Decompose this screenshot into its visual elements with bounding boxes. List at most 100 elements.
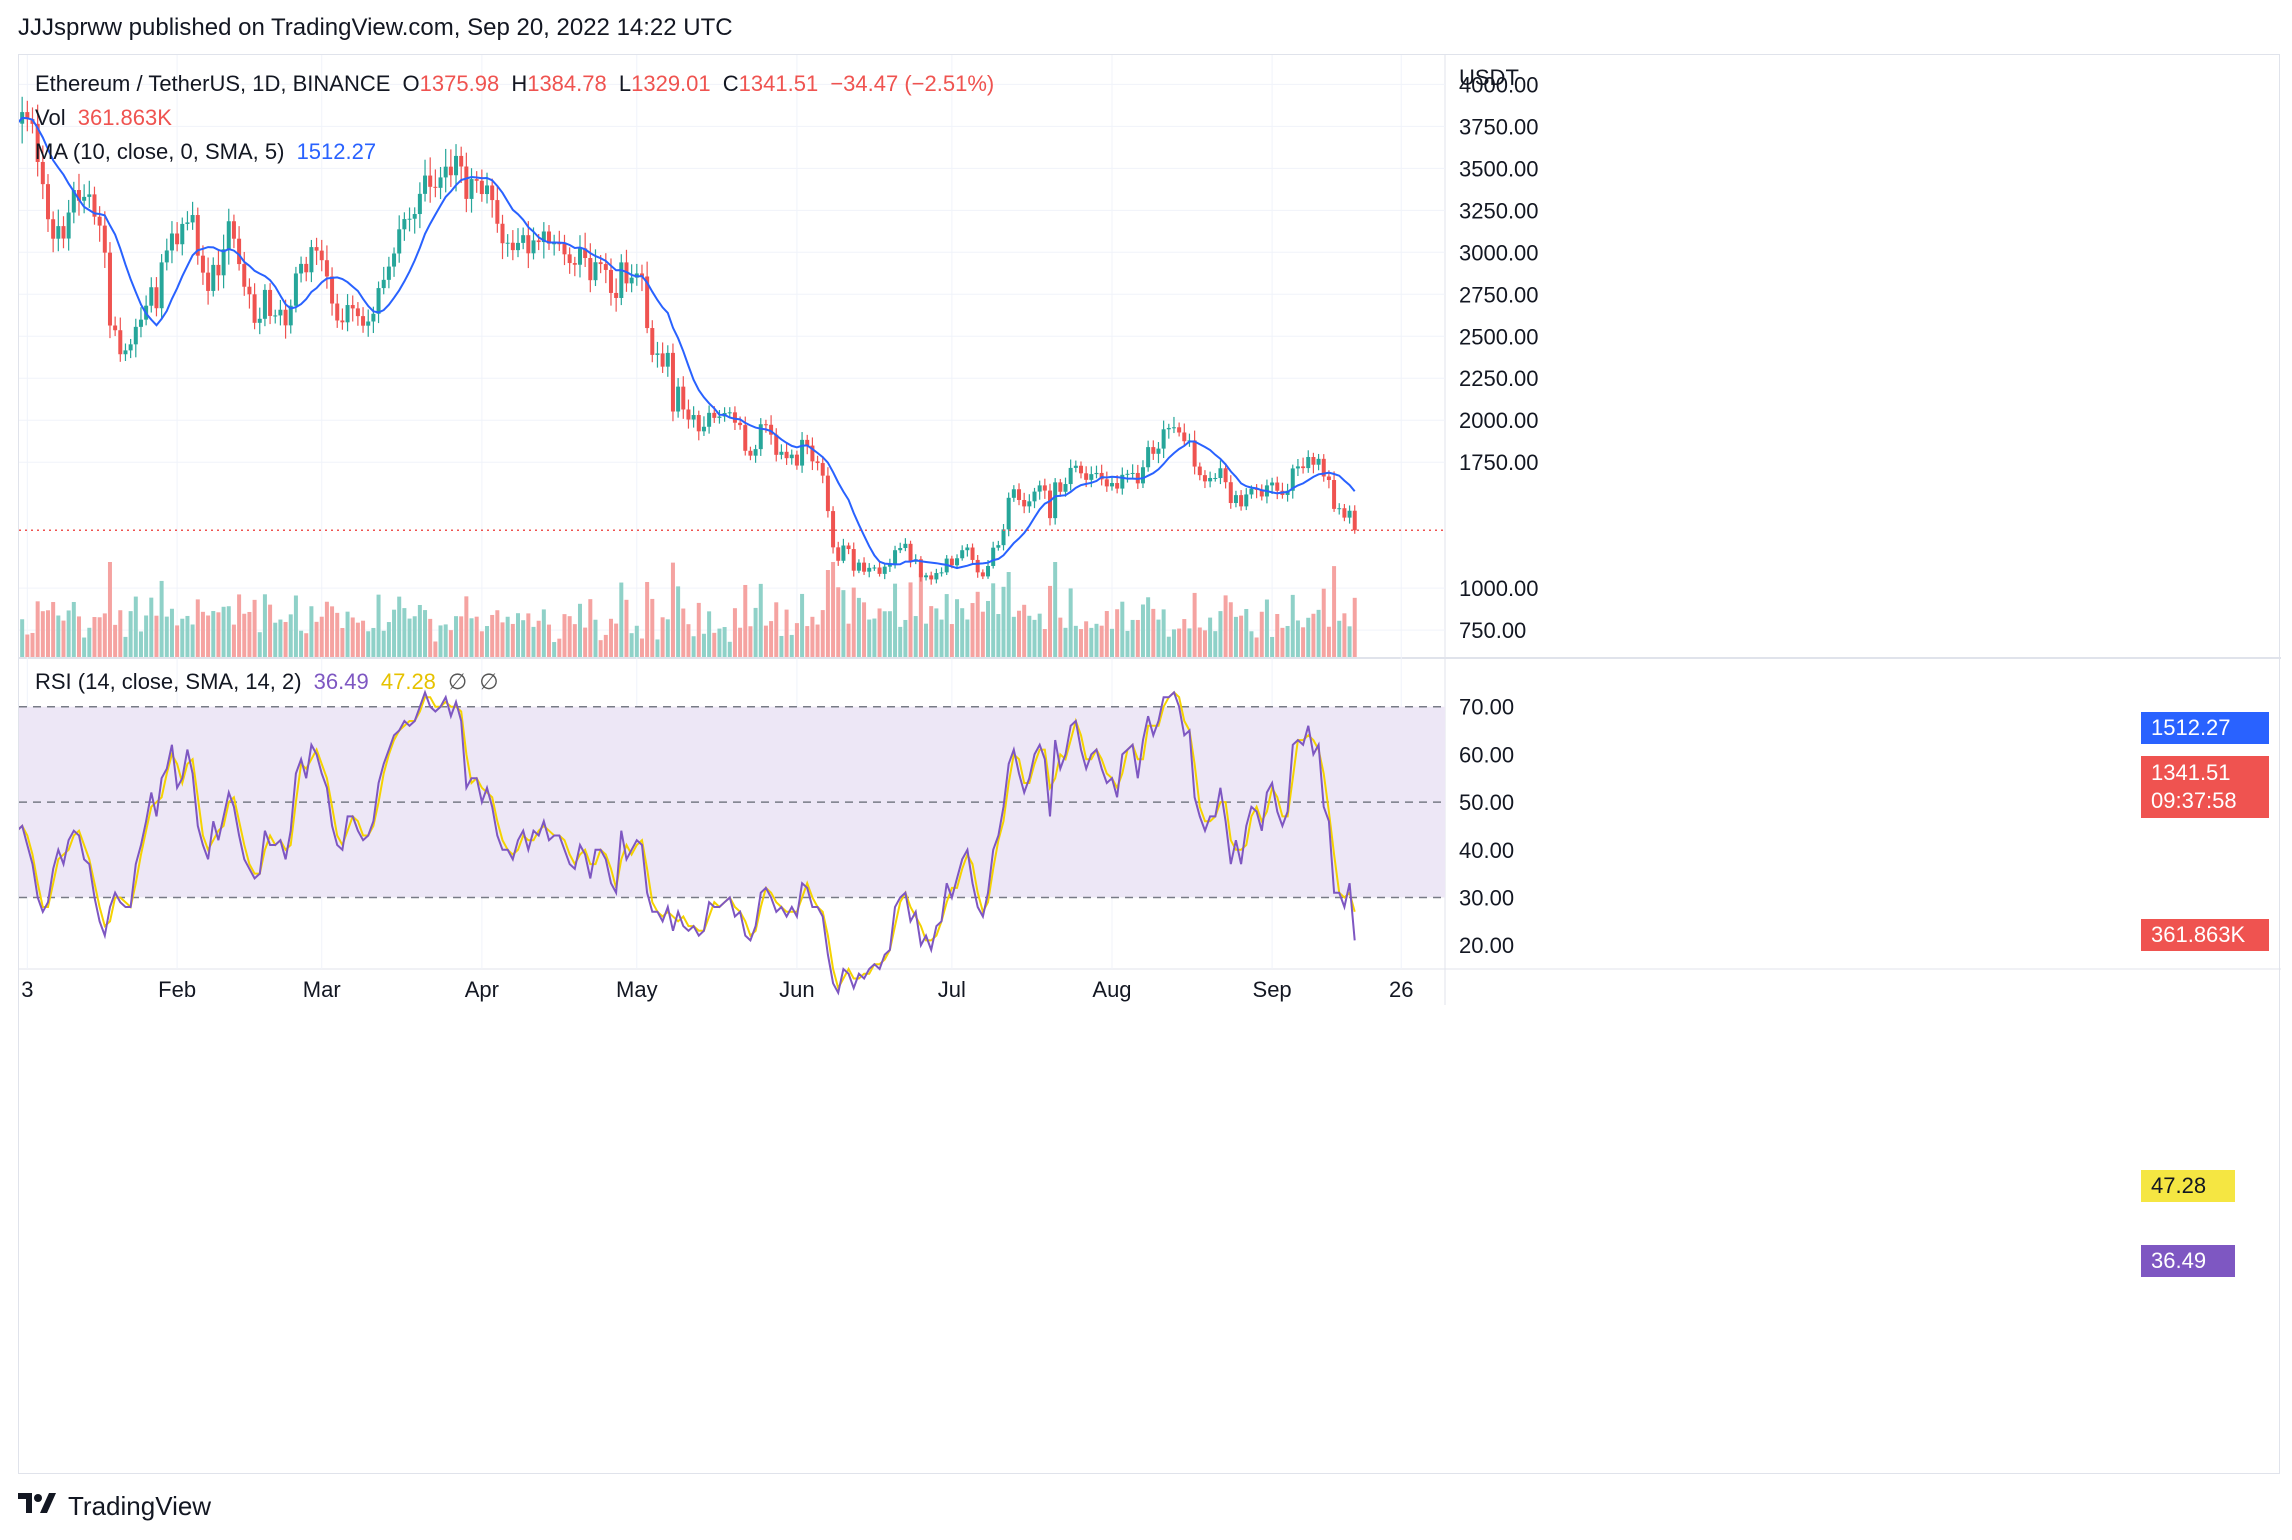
volume-bar (872, 618, 877, 657)
volume-bar (712, 632, 717, 657)
candle-body (872, 567, 877, 569)
candle-body (76, 190, 81, 201)
time-tick-label: Jun (779, 977, 814, 1002)
candle-body (753, 449, 758, 456)
chart-canvas[interactable]: 4000.003750.003500.003250.003000.002750.… (19, 55, 2281, 1475)
volume-bar (392, 609, 397, 657)
volume-bar (1326, 626, 1331, 657)
candle-body (810, 445, 815, 462)
candle-body (1011, 489, 1016, 498)
volume-bar (1223, 595, 1228, 657)
volume-bar (1109, 628, 1114, 657)
candle-body (1316, 458, 1321, 465)
candle-body (216, 264, 221, 276)
volume-bar (1311, 613, 1316, 657)
volume-bar (960, 608, 965, 657)
candle-body (645, 276, 650, 329)
candle-body (1104, 479, 1109, 487)
volume-bar (66, 610, 71, 657)
volume-bar (278, 619, 283, 657)
volume-bar (784, 609, 789, 657)
volume-bar (665, 619, 670, 657)
candle-body (293, 273, 298, 306)
candle-body (123, 350, 128, 355)
candle-body (1259, 489, 1264, 497)
volume-bar (417, 604, 422, 657)
volume-bar (836, 587, 841, 657)
volume-bar (774, 602, 779, 657)
rsi-band (19, 706, 1445, 898)
candle-body (546, 231, 551, 244)
ohlc-legend: Ethereum / TetherUS, 1D, BINANCE O1375.9… (35, 71, 1000, 97)
volume-bar (1290, 594, 1295, 657)
candle-body (521, 235, 526, 243)
candle-body (924, 575, 929, 578)
volume-bar (1115, 609, 1120, 657)
candle-body (1130, 472, 1135, 474)
volume-bar (934, 608, 939, 657)
candle-body (1270, 482, 1275, 486)
volume-bar (345, 611, 350, 657)
volume-bar (1099, 625, 1104, 657)
candle-body (82, 196, 87, 201)
volume-bar (603, 634, 608, 657)
candle-body (960, 550, 965, 559)
candle-body (717, 416, 722, 418)
volume-bar (340, 627, 345, 657)
time-tick-label: Mar (303, 977, 341, 1002)
volume-bar (40, 611, 45, 657)
candle-body (1068, 467, 1073, 485)
volume-bar (102, 613, 107, 657)
candle-body (655, 353, 660, 355)
volume-bar (639, 638, 644, 657)
volume-bar (1213, 631, 1218, 657)
volume-bar (516, 613, 521, 657)
candle-body (366, 321, 371, 326)
volume-bar (1202, 630, 1207, 657)
volume-value: 361.863K (77, 105, 172, 130)
volume-bar (686, 624, 691, 657)
candle-body (908, 543, 913, 562)
volume-bar (123, 636, 128, 657)
candle-body (701, 426, 706, 432)
volume-bar (107, 562, 112, 657)
volume-bar (608, 618, 613, 657)
candle-body (314, 247, 319, 251)
volume-bar (1130, 619, 1135, 657)
candle-body (1078, 465, 1083, 474)
candle-body (800, 439, 805, 466)
volume-bar (76, 616, 81, 657)
volume-bar (1104, 611, 1109, 657)
volume-bar (443, 624, 448, 657)
candle-body (769, 424, 774, 435)
volume-bar (629, 633, 634, 657)
candle-body (443, 166, 448, 178)
candle-body (1027, 501, 1032, 507)
volume-bar (433, 641, 438, 657)
volume-bar (877, 608, 882, 657)
candle-body (898, 548, 903, 551)
volume-bar (691, 636, 696, 657)
candle-body (567, 254, 572, 264)
candle-body (975, 559, 980, 573)
volume-bar (200, 611, 205, 657)
change-value: −34.47 (−2.51%) (830, 71, 995, 96)
volume-bar (577, 603, 582, 657)
volume-bar (438, 625, 443, 657)
candle-body (459, 155, 464, 167)
candle-body (1347, 510, 1352, 518)
volume-bar (526, 613, 531, 657)
volume-bar (1332, 566, 1337, 657)
candle-body (1275, 482, 1280, 491)
candle-body (851, 549, 856, 571)
volume-bar (593, 619, 598, 657)
volume-bar (552, 642, 557, 657)
candle-body (381, 279, 386, 289)
chart-frame[interactable]: 4000.00 3750.00 3500.00 3250.00 3000.00 2750.… (18, 54, 2281, 1475)
candle-body (882, 566, 887, 574)
volume-bar (474, 616, 479, 657)
candle-body (743, 425, 748, 451)
rsi-badge: 36.49 (2141, 1245, 2235, 1277)
candle-body (71, 190, 76, 213)
volume-bar (288, 614, 293, 657)
